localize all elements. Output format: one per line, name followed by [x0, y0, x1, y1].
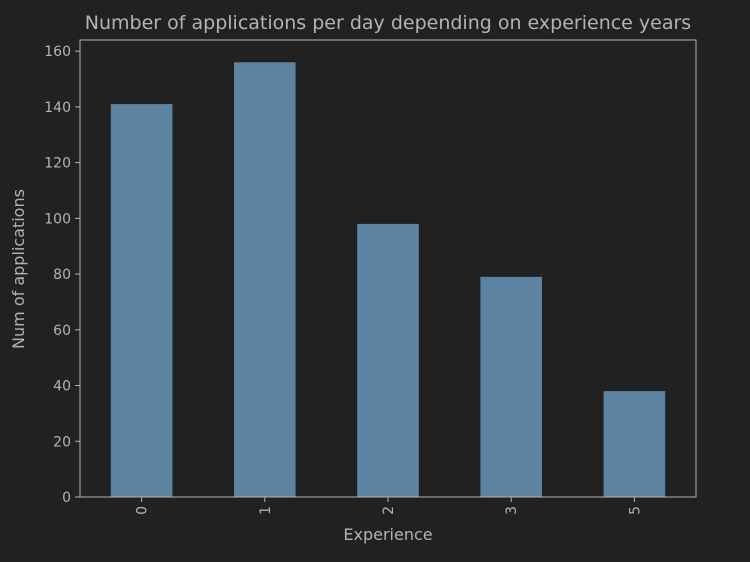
- chart-title: Number of applications per day depending…: [85, 12, 691, 34]
- x-tick-label-2: 2: [381, 506, 397, 515]
- x-axis-label: Experience: [343, 525, 432, 544]
- bar-5: [603, 391, 666, 497]
- y-tick-label-160: 160: [44, 44, 71, 60]
- bar-0: [110, 104, 173, 497]
- bar-1: [234, 62, 296, 497]
- y-tick-label-60: 60: [53, 323, 71, 339]
- y-tick-label-40: 40: [53, 379, 71, 395]
- x-tick-label-5: 5: [627, 506, 643, 515]
- x-tick-label-0: 0: [135, 506, 151, 515]
- x-tick-label-3: 3: [504, 506, 520, 515]
- bars-layer: [110, 62, 666, 497]
- y-tick-label-20: 20: [53, 434, 71, 450]
- y-axis-label: Num of applications: [9, 189, 28, 349]
- y-tick-label-80: 80: [53, 267, 71, 283]
- y-tick-label-120: 120: [44, 156, 71, 172]
- ticks-layer: 0 1 2 3 5 0 20 40 60 80 100 120 140 160: [44, 44, 643, 515]
- y-tick-label-140: 140: [44, 100, 71, 116]
- bar-2: [357, 223, 419, 497]
- x-tick-label-1: 1: [258, 506, 274, 515]
- y-tick-label-100: 100: [44, 211, 71, 227]
- bar-3: [480, 276, 542, 497]
- y-tick-label-0: 0: [62, 490, 71, 506]
